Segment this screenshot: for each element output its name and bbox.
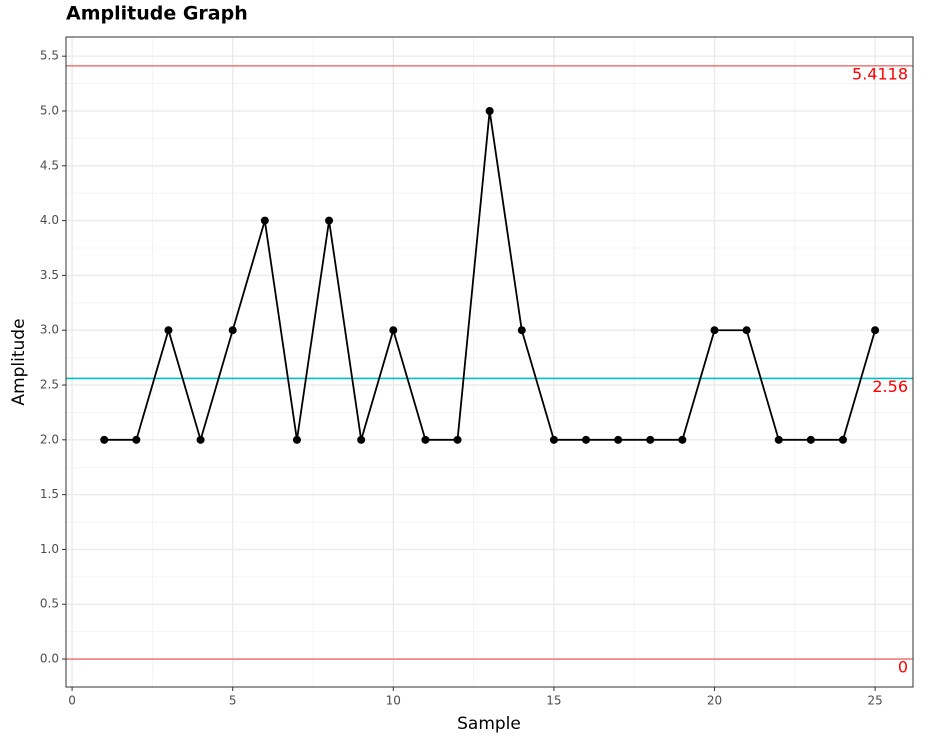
y-tick-label: 3.0	[40, 323, 59, 337]
data-point	[292, 435, 301, 444]
data-point	[325, 216, 334, 225]
chart-title: Amplitude Graph	[66, 3, 248, 25]
reference-label: 0	[898, 658, 908, 677]
y-axis-label: Amplitude	[9, 318, 29, 405]
y-tick-label: 2.0	[40, 432, 59, 446]
panel-border	[65, 36, 914, 688]
data-point	[357, 435, 366, 444]
data-point	[485, 106, 494, 115]
data-point	[774, 435, 783, 444]
y-tick-label: 0.0	[40, 652, 59, 666]
reference-label: 5.4118	[852, 64, 908, 83]
y-tick-label: 1.0	[40, 542, 59, 556]
data-point	[678, 435, 687, 444]
y-tick-label: 4.0	[40, 213, 59, 227]
y-tick-label: 3.5	[40, 268, 59, 282]
y-tick-label: 5.0	[40, 103, 59, 117]
data-point	[196, 435, 205, 444]
x-tick-label: 15	[546, 694, 561, 708]
x-tick-label: 20	[707, 694, 722, 708]
x-axis-label: Sample	[457, 714, 521, 734]
x-tick-label: 5	[229, 694, 237, 708]
data-point	[260, 216, 269, 225]
data-point	[228, 326, 237, 335]
data-point	[582, 435, 591, 444]
data-point	[806, 435, 815, 444]
x-tick-label: 25	[867, 694, 882, 708]
data-point	[742, 326, 751, 335]
data-point	[164, 326, 173, 335]
data-point	[100, 435, 109, 444]
data-point	[132, 435, 141, 444]
x-tick-label: 10	[386, 694, 401, 708]
y-tick-label: 0.5	[40, 597, 59, 611]
data-point	[838, 435, 847, 444]
y-tick-label: 1.5	[40, 487, 59, 501]
data-point	[453, 435, 462, 444]
y-tick-label: 5.5	[40, 49, 59, 63]
data-point	[614, 435, 623, 444]
y-tick-label: 4.5	[40, 158, 59, 172]
data-point	[421, 435, 430, 444]
data-point	[710, 326, 719, 335]
y-tick-label: 2.5	[40, 378, 59, 392]
reference-label: 2.56	[872, 377, 908, 396]
data-point	[646, 435, 655, 444]
data-point	[871, 326, 880, 335]
x-tick-label: 0	[68, 694, 76, 708]
data-point	[549, 435, 558, 444]
data-point	[517, 326, 526, 335]
data-point	[389, 326, 398, 335]
